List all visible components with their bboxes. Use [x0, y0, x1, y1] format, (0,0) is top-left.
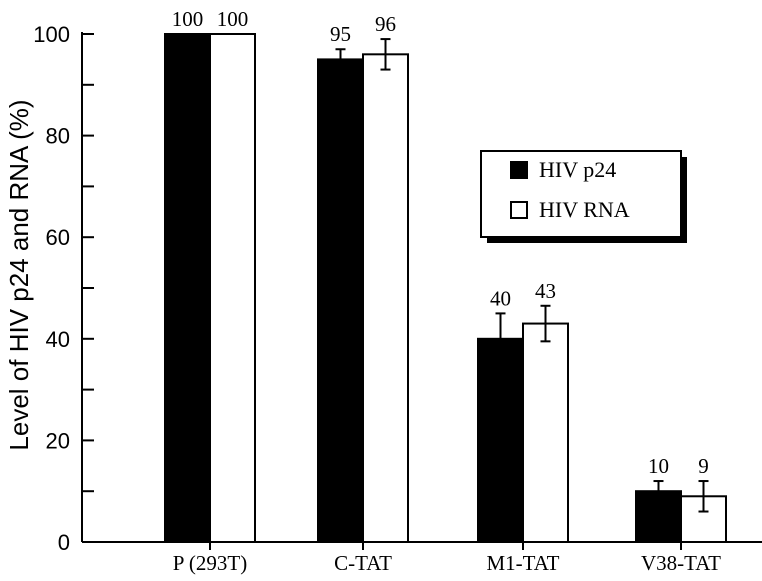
data-label: 100 [217, 7, 249, 31]
legend: HIV p24 HIV RNA [480, 150, 687, 243]
y-axis-label: Level of HIV p24 and RNA (%) [4, 99, 34, 450]
y-tick-label: 20 [46, 428, 70, 453]
bar [317, 58, 364, 544]
x-tick-label: M1-TAT [487, 551, 560, 575]
data-label: 10 [648, 454, 669, 478]
y-tick-label: 40 [46, 327, 70, 352]
data-label: 96 [375, 12, 396, 36]
y-tick-label: 0 [58, 530, 70, 555]
y-tick-label: 80 [46, 124, 70, 149]
bars: 100 100 95 96 40 43 10 9 [164, 7, 727, 544]
y-tick-label: 60 [46, 225, 70, 250]
bar [164, 33, 211, 543]
bar [209, 33, 256, 543]
data-label: 100 [172, 7, 204, 31]
x-tick-label: V38-TAT [641, 551, 721, 575]
data-label: 9 [698, 454, 709, 478]
legend-swatch [510, 161, 528, 179]
axes: 0 20 40 60 80 100 P (293T) C-TAT M1-TAT V38-TAT [33, 22, 762, 575]
legend-label: HIV RNA [539, 197, 630, 222]
bar [477, 337, 524, 543]
y-tick-label: 100 [33, 22, 70, 47]
bar [522, 322, 569, 543]
x-tick-label: P (293T) [173, 551, 247, 575]
x-tick-label: C-TAT [334, 551, 392, 575]
data-label: 95 [330, 22, 351, 46]
legend-label: HIV p24 [539, 157, 616, 182]
data-label: 43 [535, 279, 556, 303]
legend-swatch [510, 201, 528, 219]
bar [362, 53, 409, 543]
data-label: 40 [490, 286, 511, 310]
